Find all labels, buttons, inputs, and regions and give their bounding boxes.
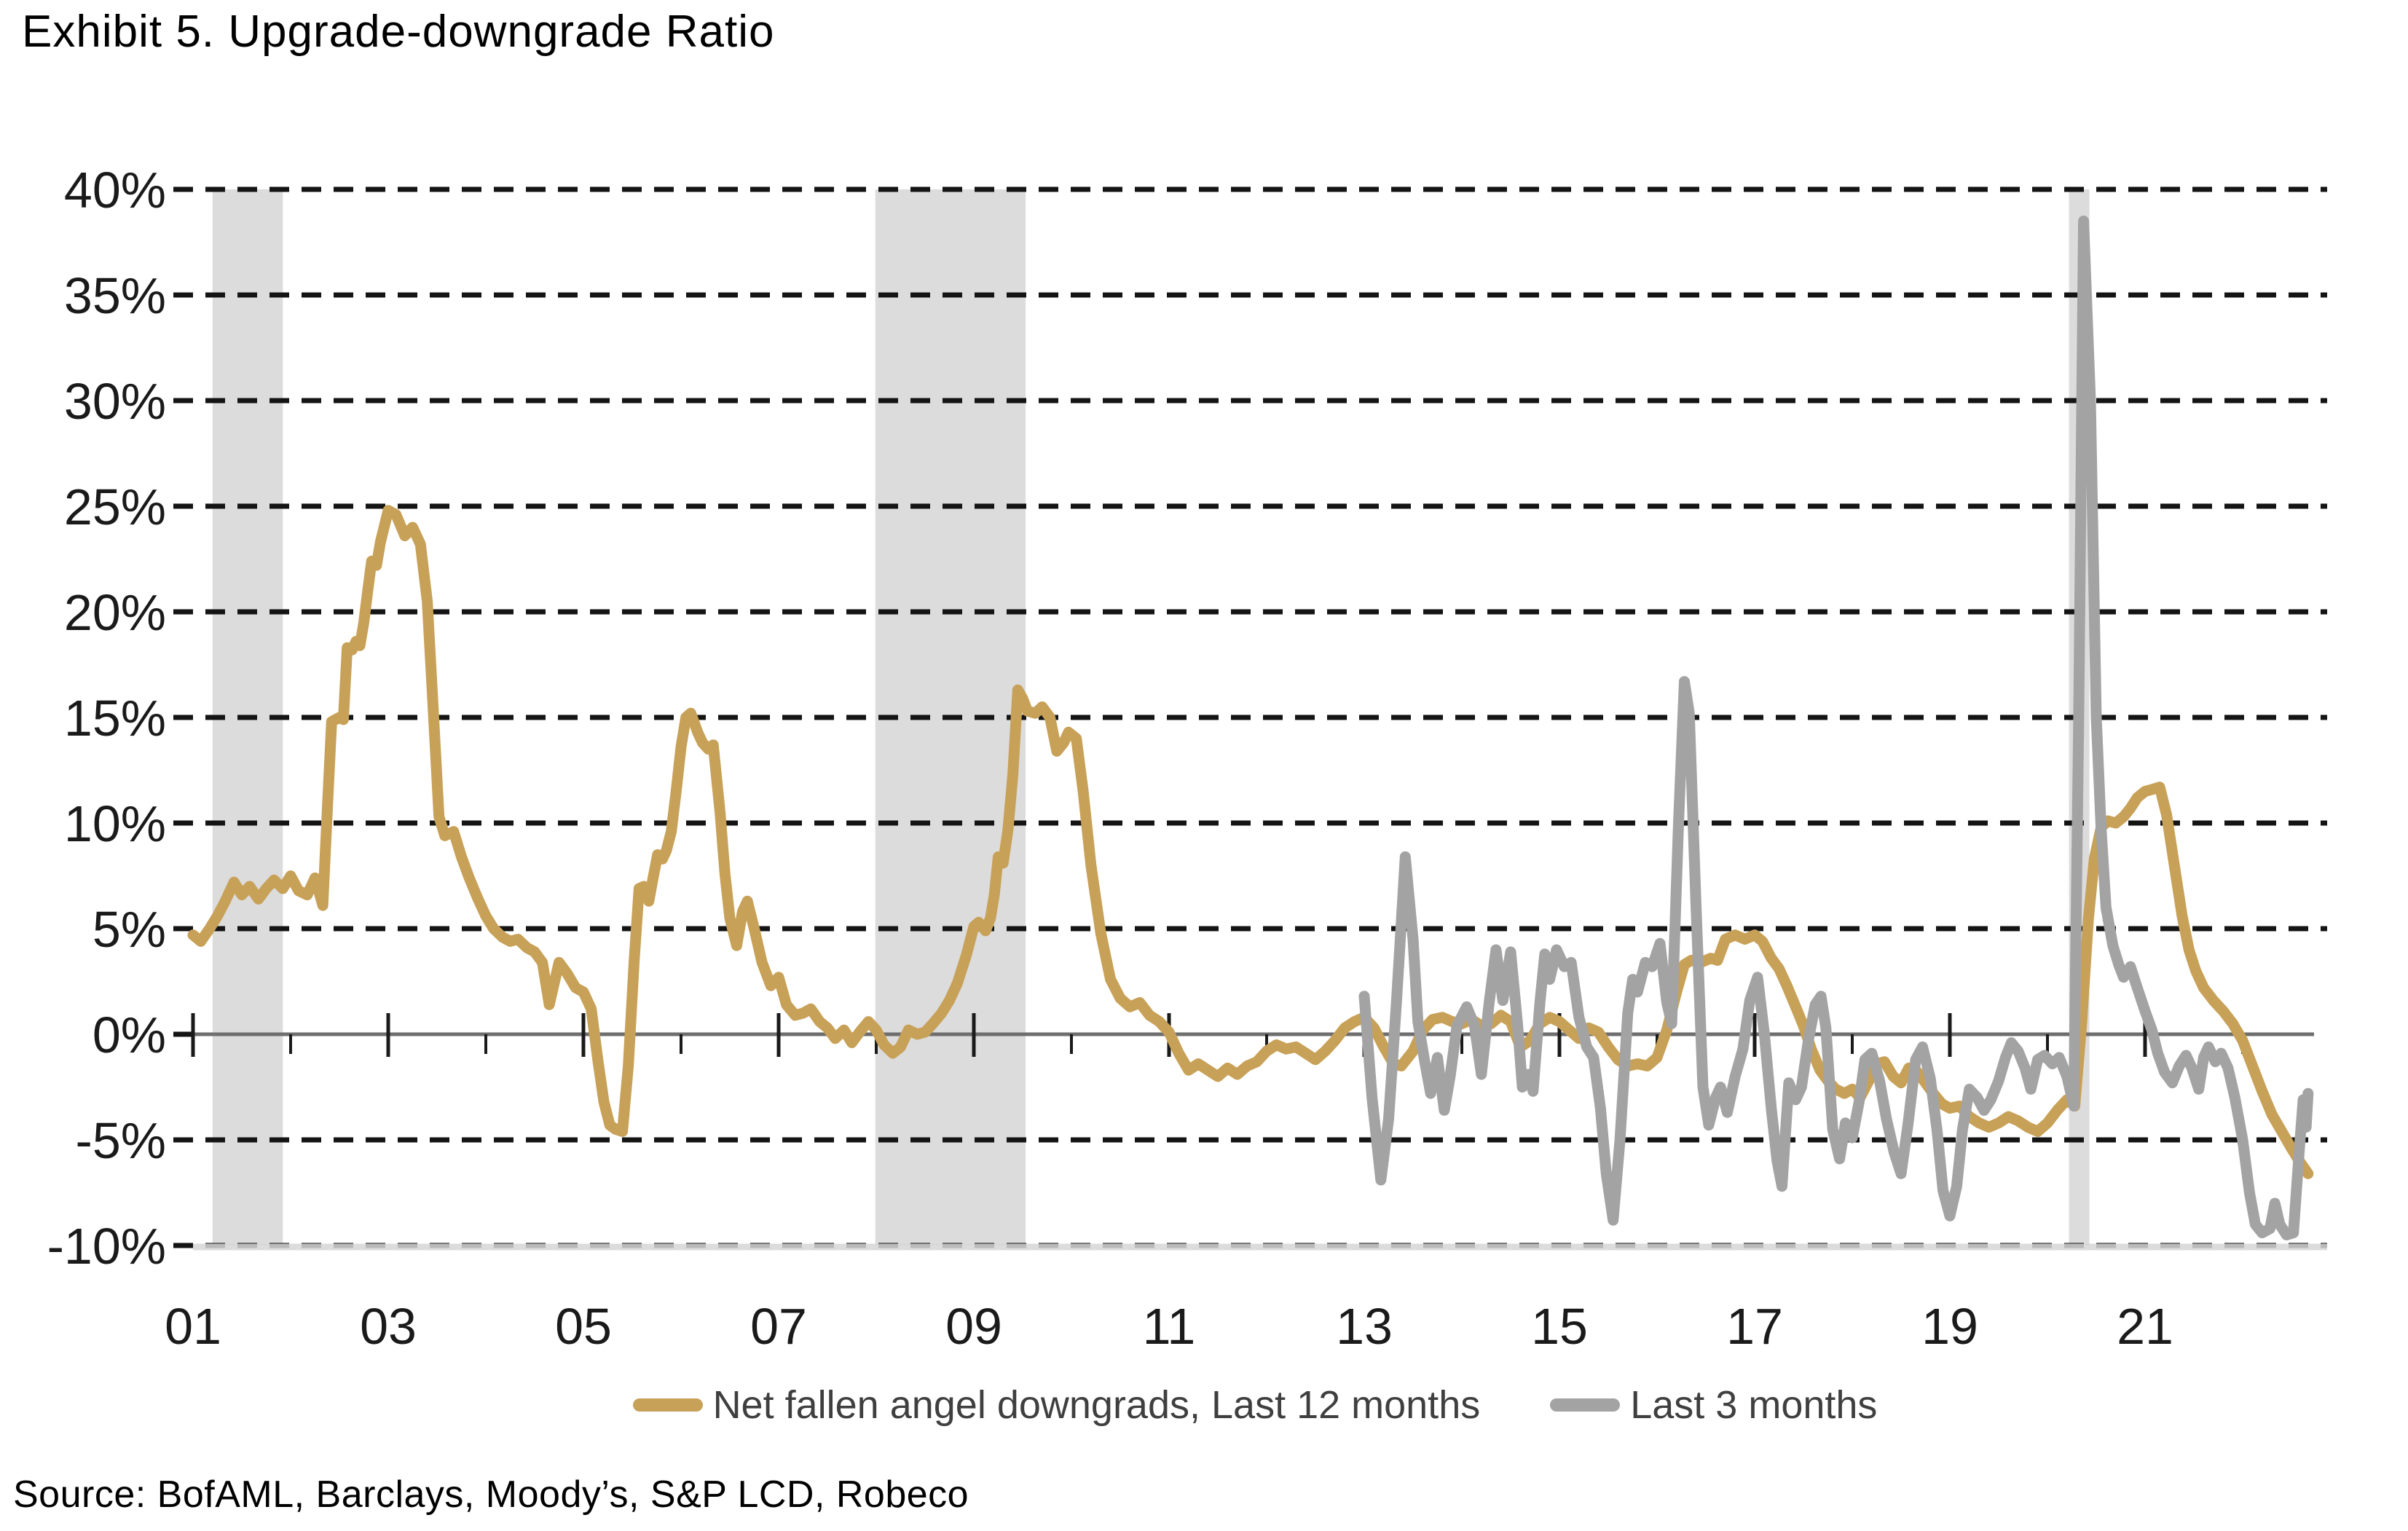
y-axis-label: 35% [64, 267, 166, 324]
y-axis-label: 20% [64, 584, 166, 641]
series-line-last-3-months [1358, 216, 2314, 1240]
y-axis-label: 25% [64, 479, 166, 535]
legend-item-net-fallen-angel: Net fallen angel downgrads, Last 12 mont… [632, 1382, 1481, 1428]
legend-label-net-fallen-angel: Net fallen angel downgrads, Last 12 mont… [712, 1383, 1481, 1427]
x-axis-label: 13 [1336, 1298, 1393, 1355]
legend-line-swatch-gold-icon [632, 1398, 703, 1412]
y-axis-label: 5% [93, 901, 166, 958]
x-axis-label: 17 [1726, 1298, 1783, 1355]
legend-line-swatch-gray-icon [1550, 1398, 1621, 1412]
x-axis-label: 03 [360, 1298, 417, 1355]
x-axis-label: 07 [750, 1298, 807, 1355]
y-axis-label: 30% [64, 373, 166, 430]
y-axis-label: -5% [76, 1112, 166, 1169]
y-axis-label: 40% [64, 162, 166, 219]
x-axis-label: 19 [1921, 1298, 1978, 1355]
y-axis-label: 10% [64, 795, 166, 852]
y-axis-label: 0% [93, 1007, 166, 1063]
x-axis-label: 01 [165, 1298, 221, 1355]
chart-legend: Net fallen angel downgrads, Last 12 mont… [51, 1382, 2408, 1428]
x-axis-label: 09 [945, 1298, 1002, 1355]
x-axis-label: 05 [555, 1298, 612, 1355]
y-axis-label: 15% [64, 690, 166, 747]
chart-title: Exhibit 5. Upgrade-downgrade Ratio [22, 7, 775, 57]
y-axis-label: -10% [47, 1218, 166, 1275]
legend-label-last-3-months: Last 3 months [1630, 1383, 1878, 1427]
x-axis-label: 21 [2117, 1298, 2173, 1355]
legend-item-last-3-months: Last 3 months [1550, 1382, 1877, 1428]
x-axis-label: 11 [1143, 1298, 1196, 1355]
x-axis-label: 15 [1531, 1298, 1588, 1355]
source-text: Source: BofAML, Barclays, Moody’s, S&P L… [13, 1473, 969, 1516]
